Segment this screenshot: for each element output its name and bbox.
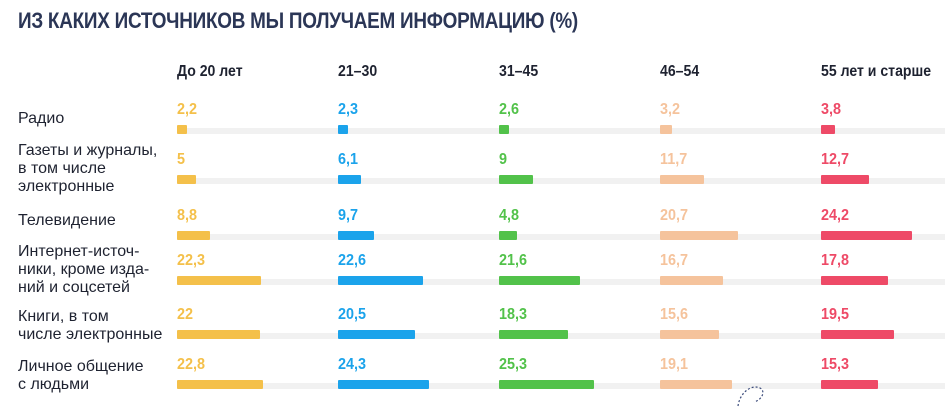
row-label: Радио: [18, 110, 65, 127]
value-label: 11,7: [660, 151, 688, 168]
value-label: 24,2: [821, 207, 850, 224]
decorative-swirl-icon: [737, 386, 764, 407]
row-track: [177, 234, 945, 240]
value-label: 19,1: [660, 356, 689, 373]
value-label: 22,8: [177, 356, 206, 373]
bar: [499, 125, 509, 134]
bar: [821, 380, 879, 389]
value-label: 8,8: [177, 207, 198, 224]
bar: [338, 175, 361, 184]
bar: [177, 330, 260, 339]
value-label: 5: [177, 151, 186, 168]
value-label: 25,3: [499, 356, 528, 373]
value-label: 6,1: [338, 151, 359, 168]
value-label: 20,5: [338, 306, 367, 323]
bar: [660, 231, 738, 240]
value-label: 20,7: [660, 207, 689, 224]
value-label: 17,8: [821, 252, 850, 269]
value-label: 15,3: [821, 356, 850, 373]
column-header: 21–30: [338, 63, 378, 80]
bar: [821, 125, 836, 134]
bar: [177, 125, 187, 134]
value-label: 9,7: [338, 207, 359, 224]
bar: [660, 380, 732, 389]
value-label: 24,3: [338, 356, 367, 373]
value-label: 18,3: [499, 306, 528, 323]
row-track: [177, 178, 945, 184]
bar: [177, 231, 210, 240]
value-label: 2,3: [338, 101, 359, 118]
bar: [660, 276, 723, 285]
bar: [660, 125, 672, 134]
value-label: 16,7: [660, 252, 689, 269]
bar: [338, 330, 415, 339]
bar: [660, 330, 719, 339]
value-label: 3,8: [821, 101, 842, 118]
chart-title: ИЗ КАКИХ ИСТОЧНИКОВ МЫ ПОЛУЧАЕМ ИНФОРМАЦ…: [18, 8, 578, 33]
bar: [499, 330, 568, 339]
bar: [177, 175, 196, 184]
row-track: [177, 128, 945, 134]
value-label: 21,6: [499, 252, 528, 269]
bar: [821, 175, 869, 184]
row-label: Книги, в том числе электронные: [18, 308, 163, 343]
value-label: 4,8: [499, 207, 520, 224]
row-label: Газеты и журналы, в том числе электронны…: [18, 142, 158, 195]
bar: [338, 125, 348, 134]
column-header: 55 лет и старше: [821, 63, 932, 80]
value-label: 3,2: [660, 101, 681, 118]
column-header: 46–54: [660, 63, 700, 80]
bar: [821, 330, 895, 339]
row-label: Интернет-источ- ники, кроме изда- ний и …: [18, 243, 150, 296]
bar: [499, 231, 517, 240]
value-label: 12,7: [821, 151, 850, 168]
value-label: 2,2: [177, 101, 198, 118]
row-label: Телевидение: [18, 212, 116, 229]
bar: [177, 276, 261, 285]
value-label: 2,6: [499, 101, 520, 118]
row-label: Личное общение с людьми: [18, 358, 144, 393]
value-label: 22,3: [177, 252, 206, 269]
column-header: 31–45: [499, 63, 539, 80]
bar: [660, 175, 704, 184]
value-label: 19,5: [821, 306, 850, 323]
value-label: 22: [177, 306, 194, 323]
value-label: 15,6: [660, 306, 689, 323]
bar: [499, 276, 580, 285]
bar: [821, 231, 912, 240]
bar: [499, 380, 594, 389]
value-label: 9: [499, 151, 508, 168]
bar: [338, 231, 375, 240]
bar: [338, 276, 423, 285]
value-label: 22,6: [338, 252, 367, 269]
bar: [821, 276, 888, 285]
column-header: До 20 лет: [177, 63, 243, 80]
bar: [338, 380, 430, 389]
bar: [177, 380, 263, 389]
bar: [499, 175, 533, 184]
